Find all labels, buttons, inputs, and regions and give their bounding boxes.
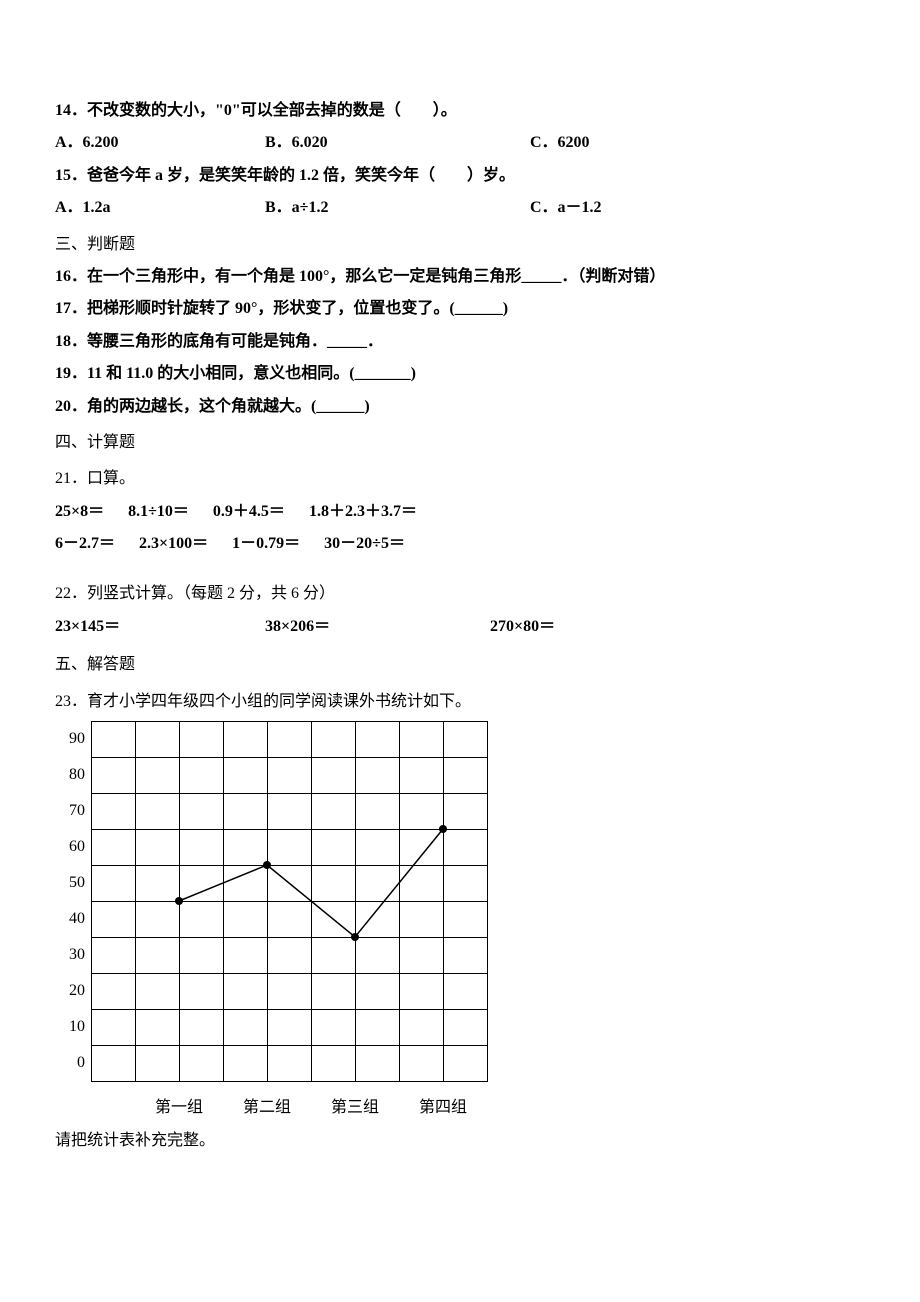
y-tick-label: 20	[69, 980, 91, 1002]
section-4-heading: 四、计算题	[55, 432, 865, 454]
y-tick-label: 40	[69, 908, 91, 930]
question-20: 20．角的两边越长，这个角就越大。(______)	[55, 396, 865, 418]
x-tick-label: 第四组	[399, 1097, 487, 1119]
y-tick-label: 90	[69, 728, 91, 750]
calc-item: 2.3×100＝	[139, 533, 208, 555]
calc-row-2: 6－2.7＝ 2.3×100＝ 1－0.79＝ 30－20÷5＝	[55, 533, 865, 555]
calc-item: 6－2.7＝	[55, 533, 115, 555]
section-3-heading: 三、判断题	[55, 234, 865, 256]
calc-item: 1－0.79＝	[232, 533, 300, 555]
question-23: 23．育才小学四年级四个小组的同学阅读课外书统计如下。	[55, 691, 865, 713]
y-tick-label: 80	[69, 764, 91, 786]
q14-option-c: C．6200	[530, 132, 865, 154]
question-17: 17．把梯形顺时针旋转了 90°，形状变了，位置也变了。(______)	[55, 298, 865, 320]
section-5-heading: 五、解答题	[55, 654, 865, 676]
question-22: 22．列竖式计算。（每题 2 分，共 6 分）	[55, 583, 865, 605]
q15-option-a: A．1.2a	[55, 197, 265, 219]
vert-item: 270×80＝	[490, 616, 865, 638]
calc-item: 0.9＋4.5＝	[213, 501, 285, 523]
x-tick-label: 第三组	[311, 1097, 399, 1119]
y-tick-label: 30	[69, 944, 91, 966]
question-21: 21．口算。	[55, 468, 865, 490]
vert-item: 23×145＝	[55, 616, 265, 638]
question-23-footer: 请把统计表补充完整。	[55, 1130, 865, 1152]
calc-item: 1.8＋2.3＋3.7＝	[309, 501, 417, 523]
question-14: 14．不改变数的大小，"0"可以全部去掉的数是（ ）。	[55, 100, 865, 122]
question-18: 18．等腰三角形的底角有可能是钝角．_____．	[55, 331, 865, 353]
vertical-calc-row: 23×145＝ 38×206＝ 270×80＝	[55, 616, 865, 638]
y-tick-label: 0	[77, 1052, 91, 1074]
reading-chart: 90 80 70 60 50 40 30 20 10 0 第一组第二组第三组第四组	[55, 721, 865, 1120]
x-tick-label: 第二组	[223, 1097, 311, 1119]
y-tick-label: 70	[69, 800, 91, 822]
q15-option-c: C．a－1.2	[530, 197, 865, 219]
q14-option-b: B．6.020	[265, 132, 530, 154]
vert-item: 38×206＝	[265, 616, 490, 638]
calc-row-1: 25×8＝ 8.1÷10＝ 0.9＋4.5＝ 1.8＋2.3＋3.7＝	[55, 501, 865, 523]
chart-grid	[91, 721, 488, 1082]
q15-option-b: B．a÷1.2	[265, 197, 530, 219]
question-19: 19．11 和 11.0 的大小相同，意义也相同。(_______)	[55, 363, 865, 385]
y-tick-label: 10	[69, 1016, 91, 1038]
calc-item: 8.1÷10＝	[128, 501, 189, 523]
calc-item: 30－20÷5＝	[324, 533, 405, 555]
q14-option-a: A．6.200	[55, 132, 265, 154]
question-16: 16．在一个三角形中，有一个角是 100°，那么它一定是钝角三角形_____．（…	[55, 266, 865, 288]
q14-options: A．6.200 B．6.020 C．6200	[55, 132, 865, 154]
y-tick-label: 50	[69, 872, 91, 894]
q15-options: A．1.2a B．a÷1.2 C．a－1.2	[55, 197, 865, 219]
question-15: 15．爸爸今年 a 岁，是笑笑年龄的 1.2 倍，笑笑今年（ ）岁。	[55, 165, 865, 187]
calc-item: 25×8＝	[55, 501, 104, 523]
y-tick-label: 60	[69, 836, 91, 858]
x-tick-label: 第一组	[135, 1097, 223, 1119]
